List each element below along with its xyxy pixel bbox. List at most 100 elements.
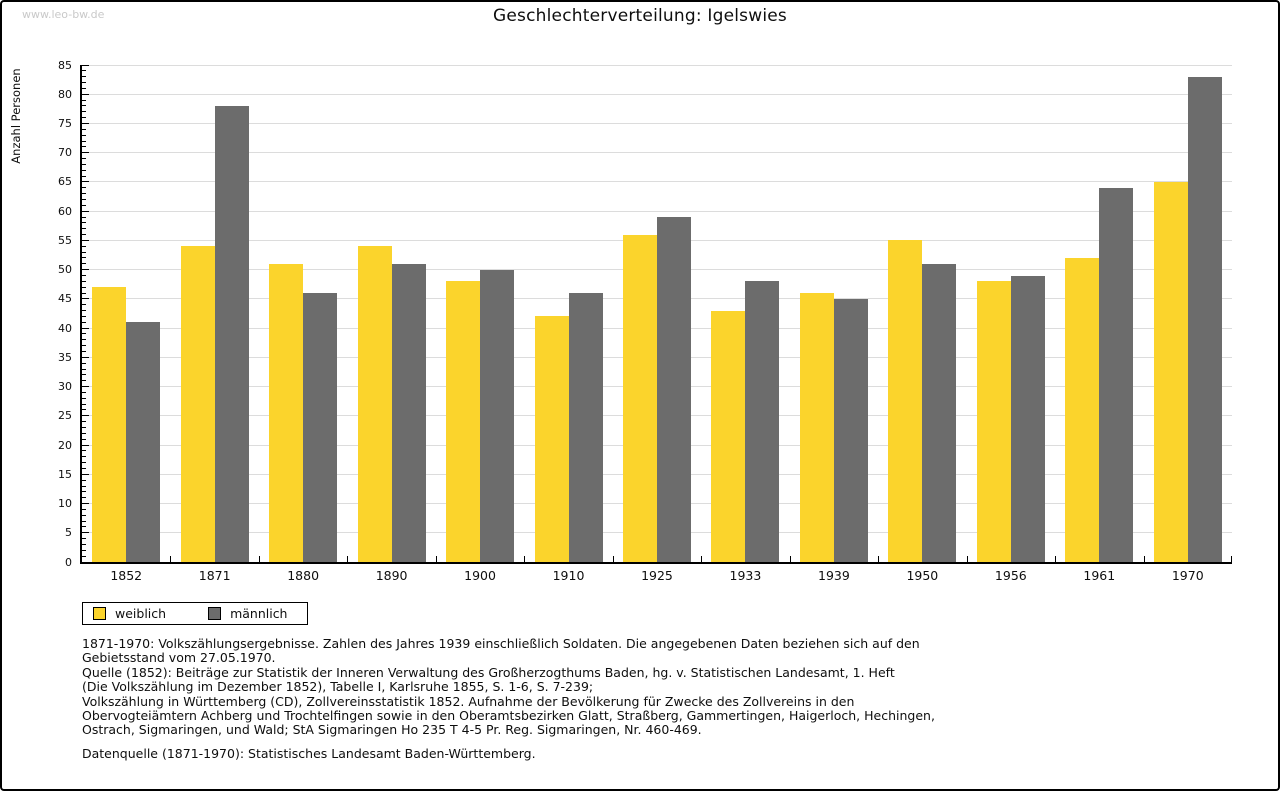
bar-group-1910: 1910 [524,65,612,583]
y-tick-minor-42 [82,315,86,317]
y-tick-minor-81 [82,87,86,89]
y-tick-minor-13 [82,485,86,487]
y-tick-major-45 [82,298,89,300]
y-tick-minor-57 [82,228,86,230]
y-tick-label-30: 30 [58,380,72,394]
y-tick-major-55 [82,239,89,241]
bar-weiblich-1970 [1153,181,1188,562]
bar-männlich-1880 [303,293,338,562]
y-tick-minor-71 [82,146,86,148]
y-tick-minor-54 [82,245,86,247]
y-tick-minor-83 [82,76,86,78]
x-tick-label-1950: 1950 [906,568,939,583]
gridline-y-70 [82,152,1232,154]
y-tick-minor-37 [82,345,86,347]
bar-group-1939: 1939 [790,65,878,583]
y-tick-minor-7 [82,520,86,522]
y-tick-minor-34 [82,362,86,364]
y-tick-label-70: 70 [58,146,72,160]
gridline-y-60 [82,210,1232,212]
y-tick-minor-66 [82,175,86,177]
x-tick-1 [170,556,172,562]
y-tick-major-70 [82,152,89,154]
y-tick-minor-24 [82,421,86,423]
y-tick-minor-16 [82,467,86,469]
y-tick-minor-36 [82,351,86,353]
y-tick-minor-58 [82,222,86,224]
bar-männlich-1910 [568,293,603,562]
y-tick-minor-53 [82,251,86,253]
x-tick-label-1961: 1961 [1083,568,1116,583]
bar-group-1890: 1890 [347,65,435,583]
y-tick-major-35 [82,356,89,358]
bar-weiblich-1933 [711,310,746,562]
gridline-y-75 [82,122,1232,124]
legend-item-männlich: männlich [208,606,287,621]
footnote-line: Gebietsstand vom 27.05.1970. [82,650,276,666]
bar-männlich-1939 [833,298,868,562]
x-tick-label-1871: 1871 [198,568,231,583]
gridline-y-85 [82,64,1232,66]
bar-group-1933: 1933 [701,65,789,583]
x-tick-8 [789,556,791,562]
y-tick-label-50: 50 [58,263,72,277]
y-tick-minor-61 [82,204,86,206]
y-tick-minor-72 [82,140,86,142]
y-tick-minor-73 [82,134,86,136]
y-tick-major-40 [82,327,89,329]
y-tick-minor-21 [82,438,86,440]
y-tick-minor-62 [82,198,86,200]
y-tick-minor-3 [82,543,86,545]
bar-männlich-1933 [745,281,780,562]
y-tick-minor-59 [82,216,86,218]
y-tick-minor-76 [82,117,86,119]
y-tick-minor-18 [82,456,86,458]
bar-weiblich-1890 [357,246,392,562]
y-tick-minor-64 [82,187,86,189]
gridline-y-80 [82,93,1232,95]
footnote-line: Quelle (1852): Beiträge zur Statistik de… [82,664,895,680]
y-tick-minor-33 [82,368,86,370]
y-tick-minor-12 [82,491,86,493]
y-tick-minor-8 [82,514,86,516]
x-tick-label-1956: 1956 [994,568,1027,583]
bar-weiblich-1961 [1065,257,1100,562]
y-tick-minor-6 [82,526,86,528]
y-tick-minor-48 [82,280,86,282]
y-tick-minor-26 [82,409,86,411]
y-tick-minor-82 [82,82,86,84]
footnote-line: 1871-1970: Volkszählungsergebnisse. Zahl… [82,636,920,651]
y-tick-major-60 [82,210,89,212]
y-tick-major-20 [82,444,89,446]
y-tick-minor-4 [82,538,86,540]
bar-männlich-1852 [126,322,161,562]
bar-weiblich-1910 [534,316,569,562]
y-tick-minor-38 [82,339,86,341]
y-tick-minor-49 [82,275,86,276]
y-tick-minor-23 [82,427,86,429]
y-tick-major-75 [82,122,89,124]
y-tick-minor-74 [82,128,86,130]
y-tick-major-65 [82,181,89,183]
x-tick-5 [524,556,526,562]
y-tick-major-50 [82,269,89,271]
y-tick-minor-41 [82,321,86,323]
y-tick-label-55: 55 [58,233,72,247]
x-tick-11 [1055,556,1057,562]
y-tick-minor-17 [82,462,86,464]
legend-box: weiblich männlich [82,602,309,625]
bar-männlich-1961 [1099,187,1134,562]
y-tick-minor-63 [82,193,86,195]
y-tick-minor-19 [82,450,86,452]
y-tick-minor-28 [82,397,86,399]
x-tick-label-1939: 1939 [818,568,850,583]
x-tick-9 [878,556,880,562]
bar-männlich-1871 [214,105,249,562]
y-tick-minor-32 [82,374,86,376]
x-tick-7 [701,556,703,562]
x-tick-12 [1143,556,1145,562]
footnotes: 1871-1970: Volkszählungsergebnisse. Zahl… [82,636,935,761]
plot-area: 1852 1871 1880 1890 1900 1910 1925 1933 1939 1950… [80,64,1232,583]
bar-weiblich-1852 [92,287,127,562]
